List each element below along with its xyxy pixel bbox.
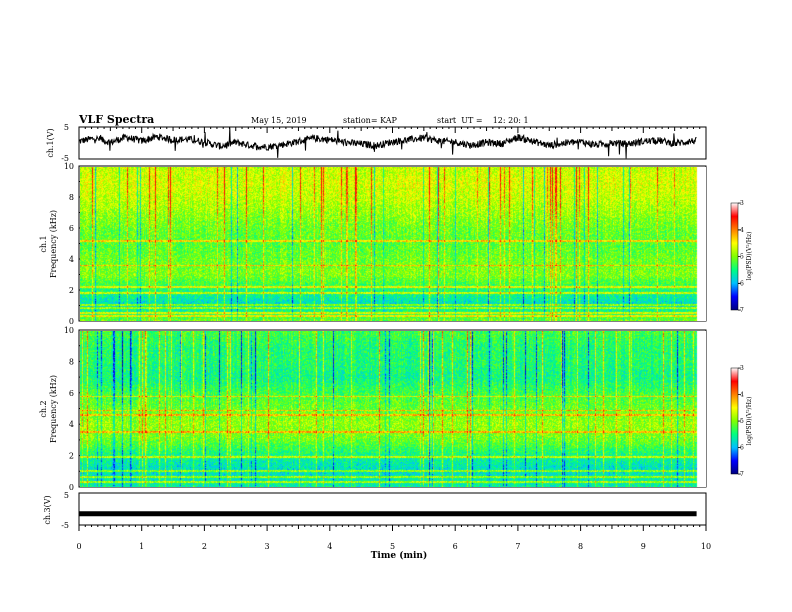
time-tick-label-8: 8 [578, 542, 583, 551]
ch1-colorbar-label: log(PSD)(V²/Hz) [746, 232, 753, 281]
time-tick-label-2: 2 [202, 542, 207, 551]
ch2-cbar-tick-label-0: -3 [738, 365, 744, 372]
ch2-cbar-tick-label-3: -6 [738, 445, 744, 452]
ch1-spectrogram-ylabel-frequency: Frequency (kHz) [49, 210, 58, 278]
ch1-freq-tick-label-10: 10 [64, 162, 74, 171]
ch2-freq-tick-label-8: 8 [69, 357, 74, 366]
ch1-freq-tick-label-4: 4 [69, 255, 74, 264]
figure-title: VLF Spectra [78, 113, 154, 126]
ch1-cbar-tick-label-3: -6 [738, 280, 744, 287]
ch1-cbar-tick-label-0: -3 [738, 200, 744, 207]
ch1-freq-tick-label-0: 0 [69, 317, 74, 326]
ch2-cbar-tick-label-4: -7 [738, 471, 744, 478]
station-label: station= KAP [343, 116, 398, 125]
time-tick-label-3: 3 [265, 542, 270, 551]
ch2-colorbar-label: log(PSD)(V²/Hz) [746, 397, 753, 446]
ch1-spectrogram-image [80, 167, 706, 321]
ch3-waveform-panel: 5 -5 ch.3(V) [43, 491, 707, 530]
ch1-cbar-tick-label-4: -7 [738, 307, 744, 314]
time-tick-label-1: 1 [139, 542, 144, 551]
time-tick-label-10: 10 [701, 542, 711, 551]
ch1-cbar-bar [730, 202, 739, 311]
ch2-cbar-tick-label-2: -5 [738, 418, 744, 425]
ch3-ytick-top: 5 [64, 491, 69, 500]
ch1-ytick-bottom: -5 [61, 154, 69, 163]
ch2-freq-tick-label-10: 10 [64, 326, 74, 335]
ch1-colorbar: -3 -4 -5 -6 -7 [730, 200, 744, 314]
time-tick-label-5: 5 [390, 542, 395, 551]
ch2-colorbar: -3 -4 -5 -6 -7 [730, 365, 744, 478]
time-tick-label-4: 4 [327, 542, 332, 551]
time-axis-label: Time (min) [371, 550, 428, 561]
ch1-spectrogram-ylabel-channel: ch.1 [39, 235, 48, 252]
time-axis: 0 1 2 3 4 5 6 7 8 9 10 [76, 127, 711, 551]
ch3-ytick-bottom: -5 [61, 521, 69, 530]
ch1-waveform-line [78, 127, 697, 159]
ch1-ytick-top: 5 [64, 123, 69, 132]
ch2-spectrogram-ylabel-frequency: Frequency (kHz) [49, 375, 58, 443]
ch2-freq-tick-label-6: 6 [69, 389, 74, 398]
ch2-spectrogram-image [80, 331, 706, 487]
ch3-waveform-ylabel: ch.3(V) [43, 495, 52, 524]
ch3-waveform-frame [78, 492, 707, 526]
ch2-freq-tick-label-4: 4 [69, 420, 74, 429]
ch2-cbar-bar [730, 367, 739, 475]
time-tick-label-0: 0 [76, 542, 81, 551]
ch1-cbar-tick-label-1: -4 [738, 227, 744, 234]
date-label: May 15, 2019 [251, 116, 307, 125]
ch1-waveform-ylabel: ch.1(V) [46, 128, 55, 157]
ch1-waveform-panel: 5 -5 ch.1(V) [46, 123, 707, 163]
ch1-freq-tick-label-8: 8 [69, 193, 74, 202]
start-time-label: start UT = 12: 20: 1 [437, 116, 529, 125]
ch1-cbar-tick-label-2: -5 [738, 254, 744, 261]
ch1-freq-tick-label-6: 6 [69, 224, 74, 233]
ch2-freq-tick-label-0: 0 [69, 483, 74, 492]
ch1-freq-tick-label-2: 2 [69, 286, 74, 295]
time-tick-label-9: 9 [641, 542, 646, 551]
ch2-freq-tick-label-2: 2 [69, 452, 74, 461]
ch2-spectrogram-ylabel-channel: ch.2 [39, 400, 48, 417]
ch2-cbar-tick-label-1: -4 [738, 392, 744, 399]
time-tick-label-7: 7 [515, 542, 520, 551]
time-tick-label-6: 6 [453, 542, 458, 551]
ch1-waveform-plot [78, 127, 697, 159]
